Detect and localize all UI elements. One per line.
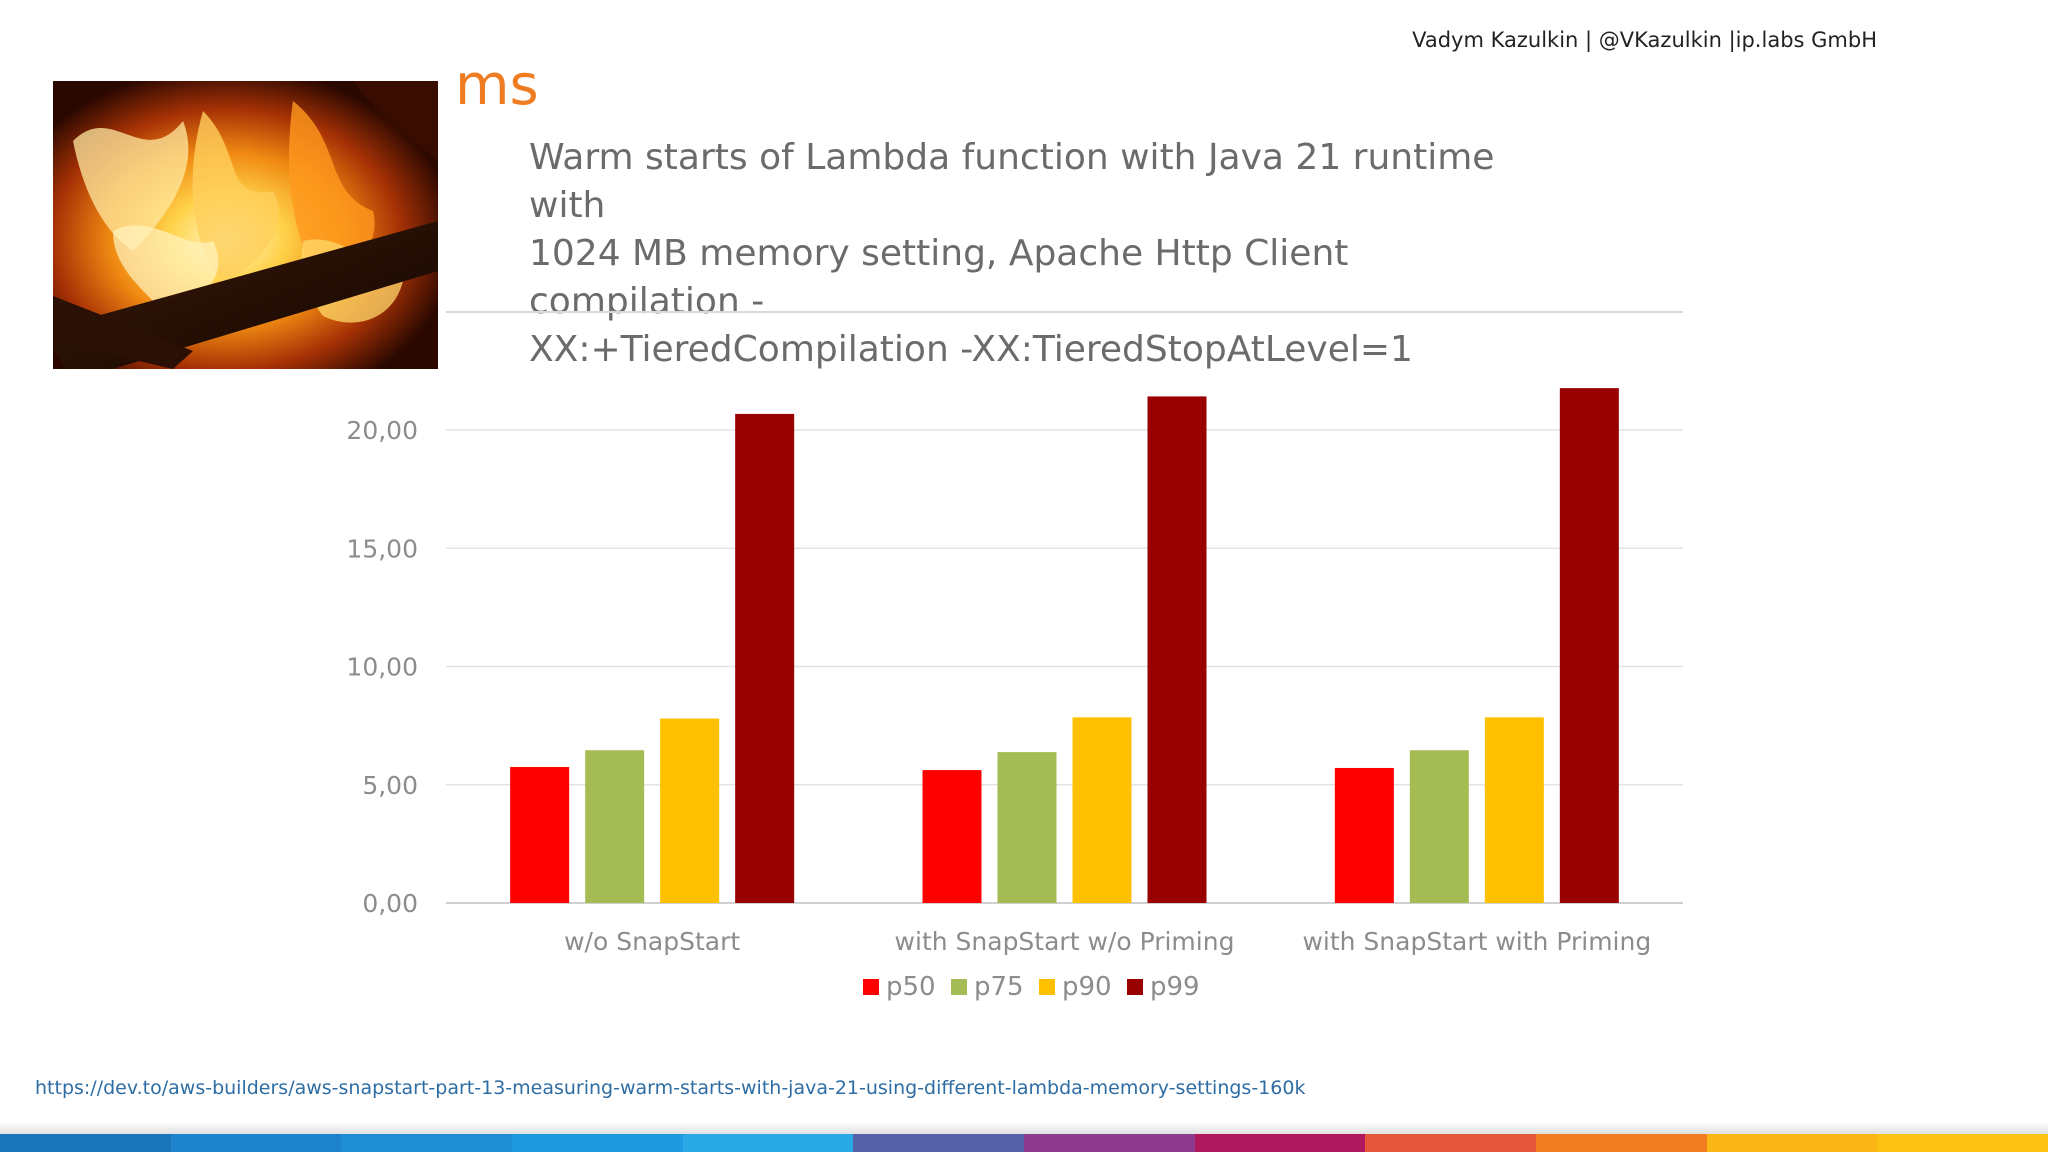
- footer-color-segment: [1194, 1134, 1366, 1152]
- fire-photo: [53, 81, 438, 369]
- footer-shadow: [0, 1122, 2048, 1134]
- chart-title-line-1: Warm starts of Lambda function with Java…: [529, 137, 1495, 226]
- footer-color-segment: [0, 1134, 171, 1152]
- legend-swatch-p50: [863, 979, 879, 995]
- x-tick-label: with SnapStart w/o Priming: [895, 927, 1235, 956]
- chart-title-line-2: 1024 MB memory setting, Apache Http Clie…: [529, 233, 1349, 322]
- bar-p50: [510, 767, 570, 903]
- chart-title-line-3: XX:+TieredCompilation -XX:TieredStopAtLe…: [529, 329, 1413, 370]
- chart-title: Warm starts of Lambda function with Java…: [529, 134, 1529, 374]
- legend-label-p50: p50: [886, 972, 936, 1002]
- footer-color-segment: [1536, 1134, 1707, 1152]
- unit-title: ms: [455, 53, 539, 118]
- y-tick-label: 0,00: [362, 889, 418, 918]
- source-link[interactable]: https://dev.to/aws-builders/aws-snapstar…: [35, 1077, 1306, 1099]
- bar-p50: [922, 770, 982, 903]
- bar-p90: [1484, 717, 1544, 903]
- footer-color-segment: [1024, 1134, 1195, 1152]
- y-tick-label: 20,00: [346, 416, 418, 445]
- footer-color-segment: [341, 1134, 513, 1152]
- footer-color-segment: [853, 1134, 1025, 1152]
- bar-p99: [1147, 396, 1207, 903]
- bar-p75: [585, 750, 645, 903]
- y-tick-label: 5,00: [362, 771, 418, 800]
- legend-swatch-p99: [1127, 979, 1143, 995]
- footer-color-bar: [0, 1134, 2048, 1152]
- bar-p50: [1334, 767, 1394, 903]
- footer-color-segment: [1365, 1134, 1537, 1152]
- x-tick-label: w/o SnapStart: [564, 927, 740, 956]
- bar-p99: [1559, 388, 1619, 903]
- legend-label-p75: p75: [974, 972, 1024, 1002]
- footer-color-segment: [170, 1134, 342, 1152]
- y-tick-label: 10,00: [346, 653, 418, 682]
- legend-swatch-p90: [1039, 979, 1055, 995]
- bar-p75: [997, 752, 1057, 903]
- author-line: Vadym Kazulkin | @VKazulkin |ip.labs Gmb…: [1412, 28, 1877, 52]
- x-tick-label: with SnapStart with Priming: [1302, 927, 1651, 956]
- footer-color-segment: [512, 1134, 683, 1152]
- footer-color-segment: [1877, 1134, 2048, 1152]
- bar-p99: [735, 413, 795, 903]
- footer-color-segment: [1706, 1134, 1878, 1152]
- y-tick-label: 15,00: [346, 534, 418, 563]
- bar-p90: [660, 718, 720, 903]
- legend-label-p90: p90: [1062, 972, 1112, 1002]
- bar-p75: [1409, 750, 1469, 903]
- footer-color-segment: [682, 1134, 854, 1152]
- bar-chart: 0,00 5,00 10,00 15,00 20,00 w/o SnapStart with…: [346, 311, 1683, 1002]
- bar-p90: [1072, 717, 1132, 903]
- legend-swatch-p75: [951, 979, 967, 995]
- legend-label-p99: p99: [1150, 972, 1200, 1002]
